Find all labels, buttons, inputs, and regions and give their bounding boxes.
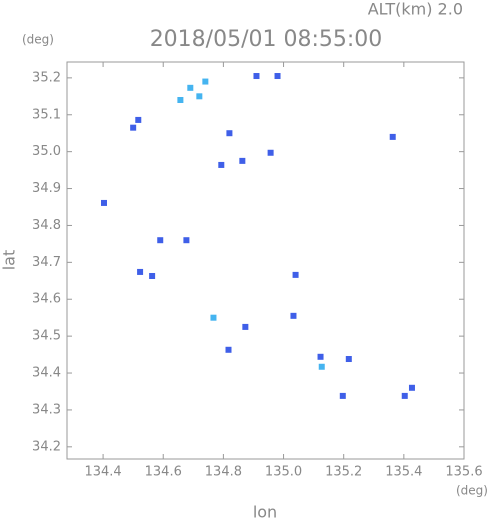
echo-point <box>226 130 233 137</box>
echo-point <box>157 237 164 244</box>
echo-point <box>274 73 281 80</box>
x-axis-label: lon <box>253 503 277 522</box>
echo-point <box>345 356 352 363</box>
echo-point <box>239 157 246 164</box>
x-tick-label: 134.4 <box>84 465 121 480</box>
echo-point <box>267 149 274 156</box>
echo-point <box>149 272 156 279</box>
x-tick-label: 135.6 <box>445 465 482 480</box>
echo-point <box>225 346 232 353</box>
echo-point <box>290 312 297 319</box>
echo-point <box>218 161 225 168</box>
echo-point <box>408 384 415 391</box>
x-tick-label: 135.0 <box>265 465 302 480</box>
x-tick-label: 134.6 <box>145 465 182 480</box>
y-tick-label: 35.0 <box>32 144 61 159</box>
plot-frame <box>66 61 465 460</box>
echo-point <box>318 363 325 370</box>
y-tick-label: 34.9 <box>32 181 61 196</box>
y-unit: (deg) <box>22 33 54 47</box>
x-tick-label: 134.8 <box>205 465 242 480</box>
y-tick-label: 35.2 <box>32 70 61 85</box>
echo-point <box>292 271 299 278</box>
y-tick-label: 34.7 <box>32 255 61 270</box>
echo-point <box>253 73 260 80</box>
x-tick-label: 135.4 <box>385 465 422 480</box>
x-tick-label: 135.2 <box>325 465 362 480</box>
echo-point <box>135 116 142 123</box>
echo-point <box>317 353 324 360</box>
chart-subtitle: ALT(km) 2.0 <box>368 0 463 19</box>
echo-point <box>210 314 217 321</box>
y-tick-label: 34.4 <box>32 366 61 381</box>
echo-point <box>130 124 137 131</box>
echo-point <box>183 237 190 244</box>
echo-point <box>389 133 396 140</box>
chart-title: 2018/05/01 08:55:00 <box>150 27 383 52</box>
y-tick-label: 34.6 <box>32 292 61 307</box>
echo-point <box>196 93 203 100</box>
echo-point <box>202 78 209 85</box>
y-tick-label: 34.8 <box>32 218 61 233</box>
y-tick-label: 34.5 <box>32 329 61 344</box>
y-tick-label: 34.3 <box>32 402 61 417</box>
y-tick-label: 35.1 <box>32 107 61 122</box>
echo-point <box>137 268 144 275</box>
echo-point <box>242 323 249 330</box>
echo-point <box>187 84 194 91</box>
echo-point <box>339 392 346 399</box>
echo-point <box>401 392 408 399</box>
x-unit: (deg) <box>456 484 488 498</box>
echo-point <box>100 199 107 206</box>
y-tick-label: 34.2 <box>32 439 61 454</box>
echo-point <box>177 97 184 104</box>
y-axis-label: lat <box>0 250 19 271</box>
